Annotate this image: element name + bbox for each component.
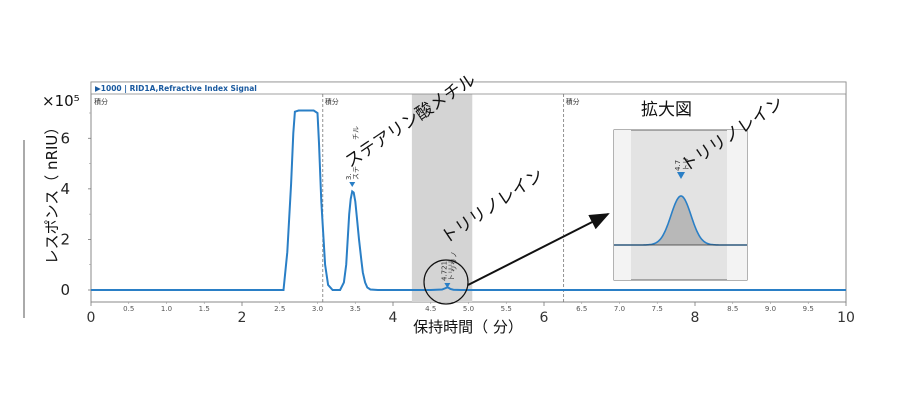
x-major-tick-label: 2 [238,310,247,326]
x-minor-tick-label: 3.0 [312,305,323,313]
inset-right-band [727,130,747,280]
x-minor-tick-label: 4.5 [425,305,436,313]
y-tick-label: 2 [60,230,70,248]
integration-markers: 積分 積分 積分 [94,94,580,302]
peak-marker [349,182,356,187]
inset-left-band [614,130,631,280]
peak-marker [444,283,451,288]
x-minor-tick-label: 9.0 [765,305,776,313]
y-tick-label: 6 [60,129,70,147]
inset-title: 拡大図 [641,100,692,120]
integration-label: 積分 [566,97,580,106]
x-minor-tick-label: 2.5 [274,305,285,313]
inset-small-label-2: トリ [682,157,690,171]
signal-header: ▶1000 | RID1A,Refractive Index Signal [95,84,257,94]
integration-label: 積分 [325,97,339,106]
x-major-tick-label: 6 [540,310,549,326]
peak-labels: 3. ステ 4.721 トリリ [345,166,455,288]
x-minor-tick-label: 5.0 [463,305,474,313]
peak-small-label: トリリ [447,260,455,281]
inset-peak-marker [677,172,685,179]
peak-small-label: 3. [345,173,353,180]
x-minor-tick-label: 7.0 [614,305,625,313]
inset-small-label-1: 4.7 [674,160,682,171]
methyl-stearate-small-label: チル [352,126,360,140]
signal-trace [91,109,846,291]
x-axis-ticks: 0 2 4 6 8 10 0.5 1.0 1.5 2.5 3.0 3.5 4.5 5.0 5.5 6.5 7.0… [87,302,855,326]
x-minor-tick-label: 7.5 [652,305,663,313]
x-major-tick-label: 10 [837,310,855,326]
y-multiplier: ×10⁵ [42,92,80,110]
x-minor-tick-label: 9.5 [803,305,814,313]
y-tick-label: 4 [60,180,70,198]
x-minor-tick-label: 0.5 [123,305,134,313]
y-tick-label: 0 [60,281,70,299]
x-minor-tick-label: 1.0 [161,305,172,313]
x-minor-tick-label: 6.5 [576,305,587,313]
peak-small-label: 4.721 [440,261,448,281]
zoom-arrow [467,213,610,286]
x-minor-tick-label: 3.5 [350,305,361,313]
x-axis-title: 保持時間（ 分） [413,318,523,336]
x-major-tick-label: 4 [389,310,398,326]
x-minor-tick-label: 5.5 [501,305,512,313]
y-axis-ticks: 0 2 4 6 [60,112,91,299]
x-major-tick-label: 8 [691,310,700,326]
x-major-tick-label: 0 [87,310,96,326]
magnifier-circle [423,259,469,305]
x-minor-tick-label: 1.5 [199,305,210,313]
integration-label: 積分 [94,97,108,106]
peak-small-label: ステ [352,166,360,180]
y-axis-title: レスポンス（ nRIU） [43,120,61,265]
inset-peak-area [650,196,714,245]
x-minor-tick-label: 8.5 [727,305,738,313]
signal-header-bar [90,81,847,95]
